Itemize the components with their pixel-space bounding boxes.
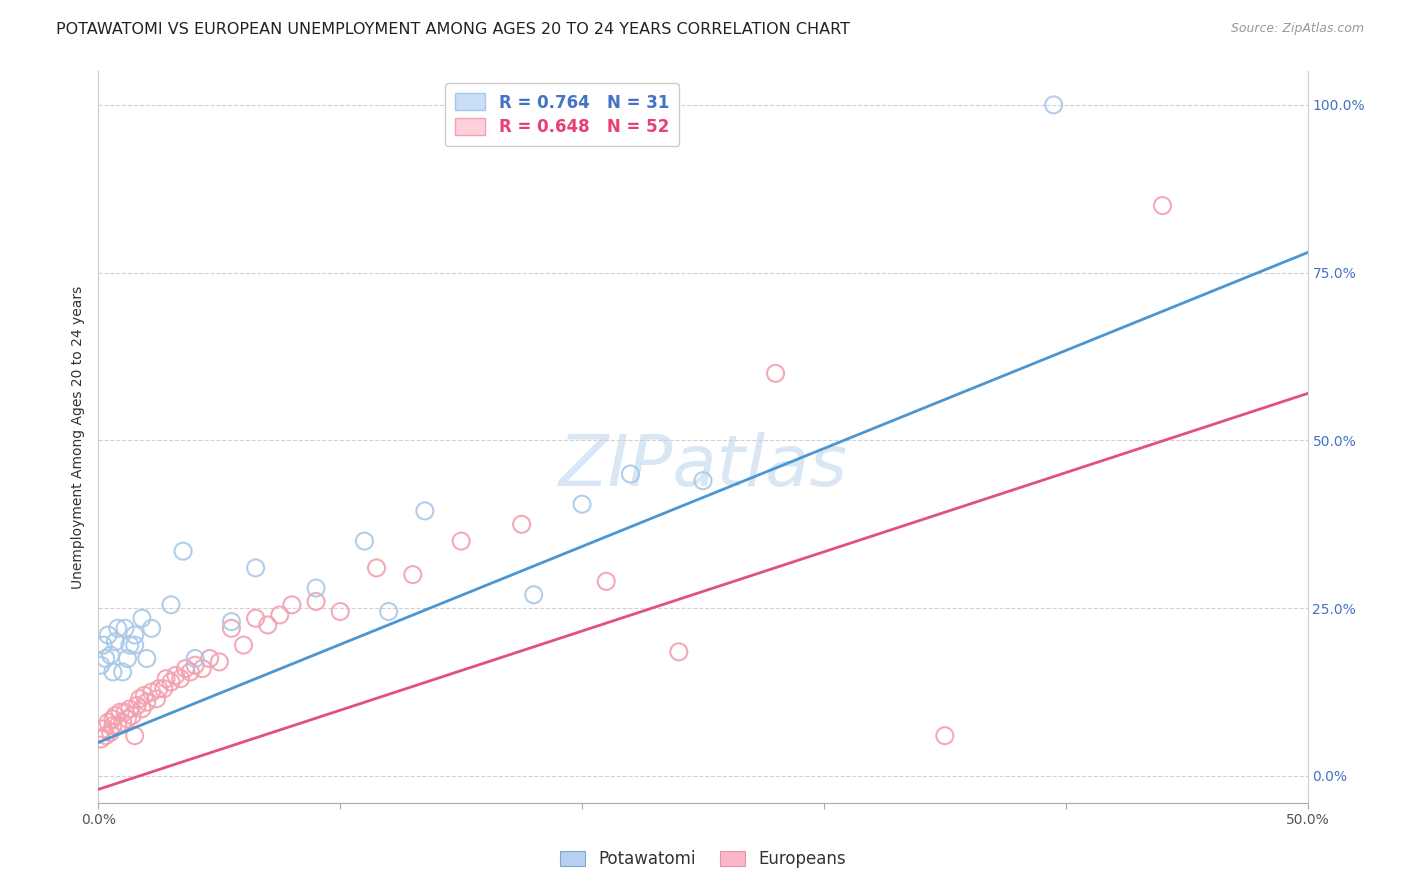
Point — [523, 588, 546, 602]
Point — [329, 605, 352, 619]
Point — [377, 605, 399, 619]
Point — [179, 665, 201, 679]
Point — [221, 621, 243, 635]
Point — [141, 685, 163, 699]
Point — [155, 672, 177, 686]
Point — [94, 651, 117, 665]
Point — [97, 715, 120, 730]
Point — [101, 712, 124, 726]
Point — [135, 695, 157, 709]
Point — [165, 668, 187, 682]
Point — [160, 675, 183, 690]
Point — [198, 651, 221, 665]
Point — [184, 651, 207, 665]
Point — [114, 705, 136, 719]
Point — [134, 689, 156, 703]
Point — [107, 718, 129, 732]
Point — [152, 681, 174, 696]
Point — [595, 574, 617, 589]
Point — [174, 662, 197, 676]
Point — [118, 638, 141, 652]
Point — [366, 561, 388, 575]
Point — [108, 705, 131, 719]
Point — [131, 702, 153, 716]
Point — [169, 672, 191, 686]
Point — [619, 467, 641, 481]
Point — [1152, 198, 1174, 212]
Point — [413, 504, 436, 518]
Point — [141, 621, 163, 635]
Point — [281, 598, 304, 612]
Point — [221, 615, 243, 629]
Point — [118, 702, 141, 716]
Point — [100, 725, 122, 739]
Point — [91, 638, 114, 652]
Point — [184, 658, 207, 673]
Point — [114, 621, 136, 635]
Point — [107, 621, 129, 635]
Point — [765, 367, 787, 381]
Text: Source: ZipAtlas.com: Source: ZipAtlas.com — [1230, 22, 1364, 36]
Point — [160, 598, 183, 612]
Point — [111, 715, 134, 730]
Point — [100, 648, 122, 662]
Point — [117, 712, 139, 726]
Point — [934, 729, 956, 743]
Point — [208, 655, 231, 669]
Point — [90, 658, 112, 673]
Point — [124, 729, 146, 743]
Point — [1042, 98, 1064, 112]
Point — [245, 611, 267, 625]
Point — [131, 611, 153, 625]
Point — [172, 544, 194, 558]
Point — [127, 698, 149, 713]
Point — [668, 645, 690, 659]
Point — [104, 708, 127, 723]
Point — [269, 607, 291, 622]
Point — [510, 517, 533, 532]
Point — [101, 718, 124, 732]
Point — [128, 691, 150, 706]
Legend: R = 0.764   N = 31, R = 0.648   N = 52: R = 0.764 N = 31, R = 0.648 N = 52 — [446, 83, 679, 146]
Point — [117, 651, 139, 665]
Point — [121, 708, 143, 723]
Point — [232, 638, 254, 652]
Point — [104, 634, 127, 648]
Point — [101, 665, 124, 679]
Point — [148, 681, 170, 696]
Point — [450, 534, 472, 549]
Point — [353, 534, 375, 549]
Point — [692, 474, 714, 488]
Point — [91, 722, 114, 736]
Point — [94, 729, 117, 743]
Point — [305, 581, 328, 595]
Point — [97, 628, 120, 642]
Point — [111, 665, 134, 679]
Text: POTAWATOMI VS EUROPEAN UNEMPLOYMENT AMONG AGES 20 TO 24 YEARS CORRELATION CHART: POTAWATOMI VS EUROPEAN UNEMPLOYMENT AMON… — [56, 22, 851, 37]
Text: ZIPatlas: ZIPatlas — [558, 432, 848, 500]
Point — [402, 567, 425, 582]
Point — [145, 691, 167, 706]
Point — [256, 618, 278, 632]
Point — [124, 638, 146, 652]
Point — [135, 651, 157, 665]
Legend: Potawatomi, Europeans: Potawatomi, Europeans — [553, 844, 853, 875]
Point — [191, 662, 214, 676]
Point — [124, 628, 146, 642]
Point — [571, 497, 593, 511]
Point — [245, 561, 267, 575]
Point — [90, 732, 112, 747]
Y-axis label: Unemployment Among Ages 20 to 24 years: Unemployment Among Ages 20 to 24 years — [72, 285, 86, 589]
Point — [305, 594, 328, 608]
